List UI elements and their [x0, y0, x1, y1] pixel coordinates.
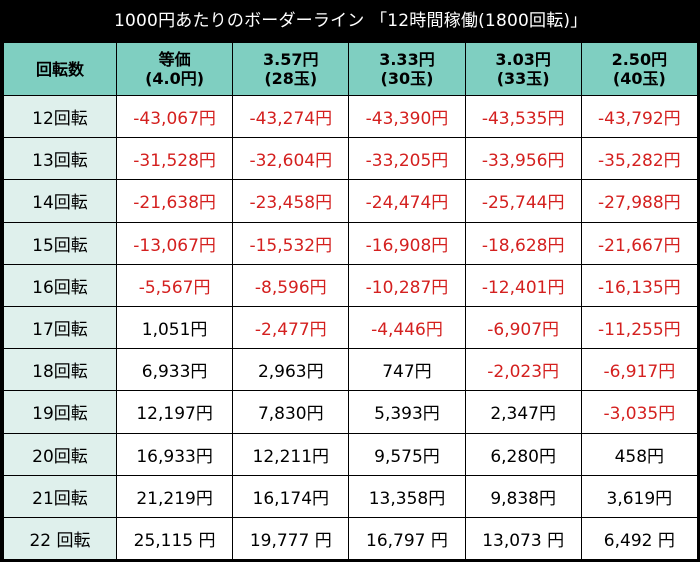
- row-label: 17回転: [3, 305, 117, 350]
- corner-header: 回転数: [3, 42, 117, 96]
- value-cell: -23,458円: [232, 179, 350, 223]
- table-row: 21回転 21,219円 16,174円 13,358円 9,838円 3,619円: [3, 474, 698, 518]
- value-cell: -32,604円: [232, 137, 350, 181]
- table-row: 13回転 -31,528円 -32,604円 -33,205円 -33,956円 -35,…: [3, 137, 698, 181]
- table-row: 19回転 12,197円 7,830円 5,393円 2,347円 -3,035円: [3, 390, 698, 434]
- table-row: 20回転 16,933円 12,211円 9,575円 6,280円 458円: [3, 432, 698, 476]
- column-header: 3.33円 (30玉): [348, 42, 466, 96]
- value-cell: -2,023円: [464, 348, 582, 392]
- value-cell: -15,532円: [232, 221, 350, 265]
- row-label: 18回転: [3, 348, 117, 392]
- value-cell: -35,282円: [580, 137, 698, 181]
- table-body: 12回転 -43,067円 -43,274円 -43,390円 -43,535円 -43,…: [3, 94, 698, 561]
- value-cell: 6,933円: [115, 348, 234, 392]
- value-cell: -25,744円: [464, 179, 582, 223]
- column-header-detail: (28玉): [264, 69, 318, 88]
- value-cell: -21,667円: [580, 221, 698, 265]
- table-row: 14回転 -21,638円 -23,458円 -24,474円 -25,744円 -27,…: [3, 179, 698, 223]
- row-label: 21回転: [3, 474, 117, 518]
- value-cell: 7,830円: [232, 390, 350, 434]
- column-header-rate: 3.33円: [379, 50, 435, 69]
- column-header-rate: 3.03円: [495, 50, 551, 69]
- value-cell: 16,933円: [115, 432, 234, 476]
- value-cell: -8,596円: [232, 263, 350, 307]
- value-cell: 16,174円: [232, 474, 350, 518]
- value-cell: -5,567円: [115, 263, 234, 307]
- value-cell: 6,492 円: [580, 516, 698, 561]
- value-cell: -43,274円: [232, 94, 350, 139]
- value-cell: -3,035円: [580, 390, 698, 434]
- column-header-detail: (30玉): [380, 69, 434, 88]
- value-cell: -10,287円: [348, 263, 466, 307]
- value-cell: -11,255円: [580, 305, 698, 350]
- value-cell: 12,197円: [115, 390, 234, 434]
- value-cell: 2,963円: [232, 348, 350, 392]
- column-header: 2.50円 (40玉): [580, 42, 698, 96]
- value-cell: 6,280円: [464, 432, 582, 476]
- value-cell: -6,907円: [464, 305, 582, 350]
- value-cell: -16,908円: [348, 221, 466, 265]
- value-cell: -33,956円: [464, 137, 582, 181]
- value-cell: -43,535円: [464, 94, 582, 139]
- value-cell: -43,067円: [115, 94, 234, 139]
- value-cell: 747円: [348, 348, 466, 392]
- column-header-rate: 3.57円: [263, 50, 319, 69]
- value-cell: 3,619円: [580, 474, 698, 518]
- row-label: 15回転: [3, 221, 117, 265]
- row-label: 16回転: [3, 263, 117, 307]
- value-cell: -12,401円: [464, 263, 582, 307]
- value-cell: -4,446円: [348, 305, 466, 350]
- value-cell: 13,073 円: [464, 516, 582, 561]
- value-cell: 9,838円: [464, 474, 582, 518]
- value-cell: -18,628円: [464, 221, 582, 265]
- value-cell: 9,575円: [348, 432, 466, 476]
- column-header-rate: 2.50円: [611, 50, 668, 69]
- table-row: 22 回転 25,115 円 19,777 円 16,797 円 13,073 円 6,4…: [3, 516, 698, 561]
- value-cell: 2,347円: [464, 390, 582, 434]
- value-cell: -24,474円: [348, 179, 466, 223]
- column-header: 3.03円 (33玉): [464, 42, 582, 96]
- row-label: 12回転: [3, 94, 117, 139]
- value-cell: 25,115 円: [115, 516, 234, 561]
- table-row: 12回転 -43,067円 -43,274円 -43,390円 -43,535円 -43,…: [3, 94, 698, 139]
- column-header-rate: 等価: [158, 50, 191, 69]
- value-cell: -31,528円: [115, 137, 234, 181]
- table-row: 17回転 1,051円 -2,477円 -4,446円 -6,907円 -11,255円: [3, 305, 698, 350]
- value-cell: 1,051円: [115, 305, 234, 350]
- table-row: 15回転 -13,067円 -15,532円 -16,908円 -18,628円 -21,…: [3, 221, 698, 265]
- column-header-detail: (33玉): [496, 69, 550, 88]
- value-cell: 458円: [580, 432, 698, 476]
- table-row: 16回転 -5,567円 -8,596円 -10,287円 -12,401円 -16,13…: [3, 263, 698, 307]
- value-cell: -2,477円: [232, 305, 350, 350]
- value-cell: 19,777 円: [232, 516, 350, 561]
- row-label: 20回転: [3, 432, 117, 476]
- value-cell: -16,135円: [580, 263, 698, 307]
- row-label: 14回転: [3, 179, 117, 223]
- table-row: 18回転 6,933円 2,963円 747円 -2,023円 -6,917円: [3, 348, 698, 392]
- value-cell: 21,219円: [115, 474, 234, 518]
- value-cell: 5,393円: [348, 390, 466, 434]
- border-line-table: 回転数 等価 (4.0円) 3.57円 (28玉) 3.33円 (30玉) 3.03円…: [3, 42, 698, 561]
- value-cell: -43,792円: [580, 94, 698, 139]
- header-row: 回転数 等価 (4.0円) 3.57円 (28玉) 3.33円 (30玉) 3.03円…: [3, 42, 698, 96]
- value-cell: -21,638円: [115, 179, 234, 223]
- value-cell: -33,205円: [348, 137, 466, 181]
- column-header: 等価 (4.0円): [115, 42, 234, 96]
- value-cell: -13,067円: [115, 221, 234, 265]
- value-cell: -6,917円: [580, 348, 698, 392]
- value-cell: -43,390円: [348, 94, 466, 139]
- row-label: 19回転: [3, 390, 117, 434]
- page-title: 1000円あたりのボーダーライン 「12時間稼働(1800回転)」: [114, 11, 588, 31]
- column-header-detail: (40玉): [612, 69, 666, 88]
- value-cell: 13,358円: [348, 474, 466, 518]
- row-label: 13回転: [3, 137, 117, 181]
- value-cell: 12,211円: [232, 432, 350, 476]
- column-header-detail: (4.0円): [145, 69, 205, 88]
- value-cell: -27,988円: [580, 179, 698, 223]
- column-header: 3.57円 (28玉): [232, 42, 350, 96]
- value-cell: 16,797 円: [348, 516, 466, 561]
- row-label: 22 回転: [3, 516, 117, 561]
